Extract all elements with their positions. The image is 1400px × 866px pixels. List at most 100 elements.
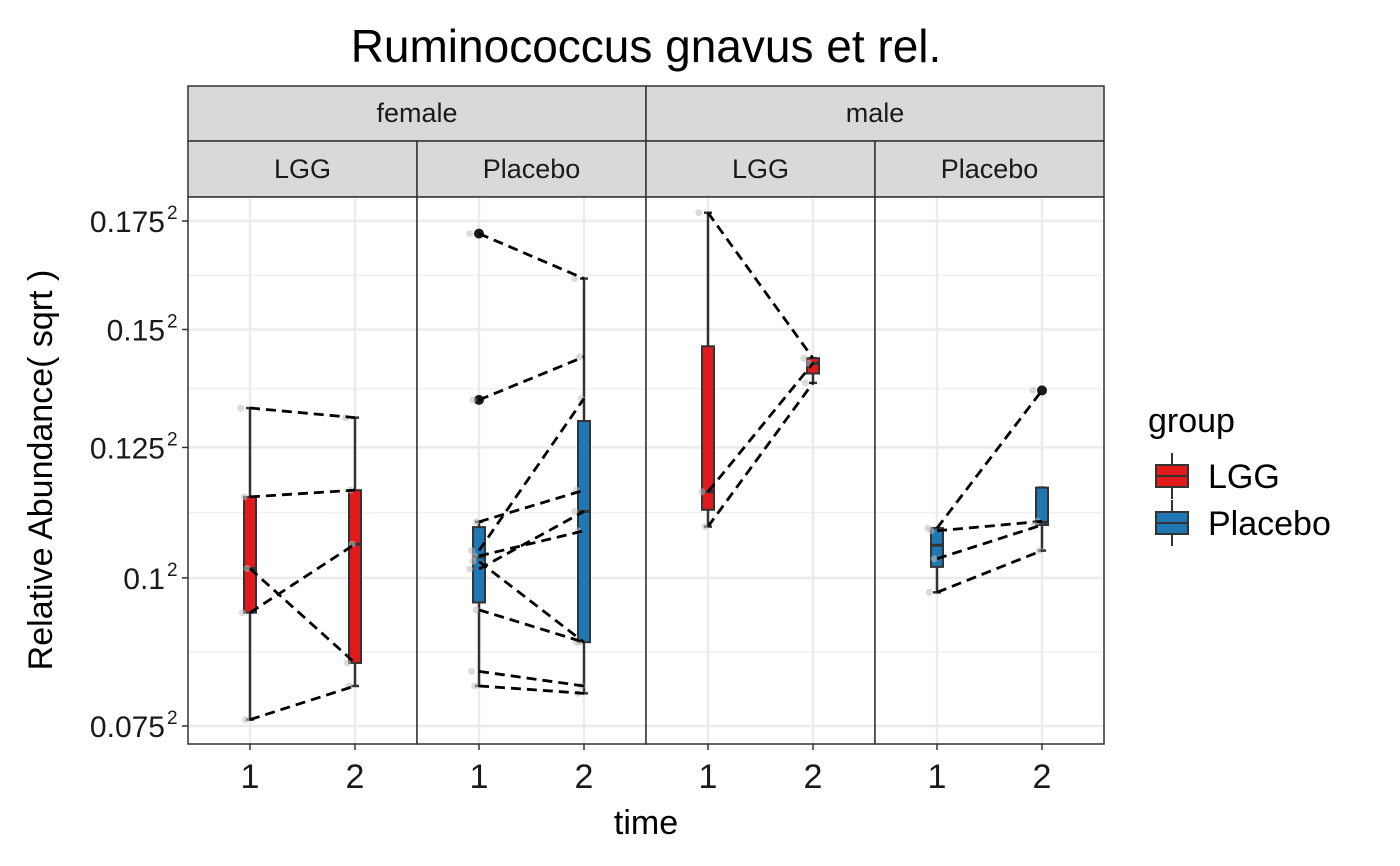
paired-line (706, 362, 815, 493)
paired-line (706, 211, 815, 360)
facet-strips-sub: LGG Placebo LGG Placebo (187, 140, 1105, 198)
paired-line (249, 684, 356, 721)
y-tick-exponent: 2 (167, 429, 178, 450)
jitter-point (469, 557, 477, 565)
chart-title: Ruminococcus gnavus et rel. (351, 20, 942, 72)
x-tick-label: 2 (575, 758, 594, 796)
jitter-point (471, 682, 479, 690)
jitter-point (571, 275, 579, 283)
legend-label: Placebo (1208, 505, 1331, 543)
box-iqr (348, 489, 362, 664)
jitter-point (927, 527, 935, 535)
paired-line (936, 523, 1043, 561)
box-iqr (701, 345, 715, 511)
facet-strip-male-placebo (874, 140, 1105, 198)
paired-line (478, 232, 585, 280)
x-tick-label: 2 (1033, 758, 1052, 796)
paired-line (478, 560, 585, 644)
jitter-point (343, 659, 351, 667)
facet-label-lgg: LGG (732, 154, 789, 184)
panel-male-placebo (874, 196, 1105, 745)
y-axis-title: Relative Abundance( sqrt ) (22, 270, 60, 671)
paired-line (478, 529, 585, 558)
jitter-point (701, 523, 709, 531)
facet-strip-male (645, 85, 1105, 142)
paired-line (249, 567, 356, 664)
paired-line (478, 684, 585, 695)
y-tick-exponent: 2 (167, 203, 178, 224)
jitter-point (237, 404, 245, 412)
facet-label-placebo: Placebo (483, 154, 581, 184)
paired-line (478, 355, 585, 402)
paired-line (478, 608, 585, 644)
jitter-point (930, 555, 938, 563)
x-tick-label: 1 (699, 758, 718, 796)
box-iqr (1035, 486, 1049, 526)
paired-line (936, 549, 1043, 594)
panel-female-lgg (187, 196, 418, 745)
box-iqr (243, 495, 257, 614)
y-tick-exponent: 2 (167, 311, 178, 332)
jitter-point (466, 230, 474, 238)
paired-line (249, 488, 356, 499)
paired-line (249, 406, 356, 420)
facet-strip-female (187, 85, 647, 142)
x-tick-label: 1 (241, 758, 260, 796)
jitter-point (472, 606, 480, 614)
facet-strips-top: female male (187, 85, 1105, 142)
jitter-point (467, 667, 475, 675)
jitter-point (800, 354, 808, 362)
jitter-point (240, 493, 248, 501)
panel-background (417, 197, 646, 744)
facet-label-female: female (376, 98, 457, 128)
jitter-point (242, 716, 250, 724)
jitter-point (472, 518, 480, 526)
paired-line (478, 669, 585, 688)
jitter-point (576, 353, 584, 361)
jitter-point (471, 552, 479, 560)
x-tick-label: 1 (928, 758, 947, 796)
y-axis: 0.075 20.1 20.125 20.15 20.175 2 (90, 203, 188, 744)
facet-label-male: male (846, 98, 905, 128)
facet-label-lgg: LGG (274, 154, 331, 184)
paired-line (936, 519, 1043, 533)
jitter-point (925, 588, 933, 596)
y-tick-label: 0.075 (90, 711, 165, 744)
y-tick-exponent: 2 (167, 560, 178, 581)
jitter-point (801, 379, 809, 387)
y-tick-label: 0.175 (90, 206, 165, 239)
jitter-point (571, 507, 579, 515)
legend-item-lgg: LGG (1155, 453, 1280, 499)
jitter-point (466, 565, 474, 573)
y-tick-label: 0.1 (123, 563, 165, 596)
legend-title: group (1148, 402, 1235, 440)
panel-male-lgg (645, 196, 876, 745)
paired-line (249, 542, 356, 614)
legend-item-placebo: Placebo (1155, 500, 1331, 546)
facet-strip-female-lgg (187, 140, 418, 198)
paired-line (706, 382, 815, 528)
jitter-point (469, 396, 477, 404)
x-axis-title: time (614, 804, 678, 842)
y-tick-label: 0.125 (90, 432, 165, 465)
x-tick-label: 2 (804, 758, 823, 796)
jitter-point (698, 488, 706, 496)
paired-line (935, 389, 1044, 530)
x-tick-label: 1 (470, 758, 489, 796)
x-axis: 1 2 1 2 1 2 1 2 (241, 744, 1052, 796)
jitter-point (1035, 547, 1043, 555)
panel-background (188, 197, 417, 744)
legend: group LGG Placebo (1148, 402, 1331, 546)
panel-background (875, 197, 1104, 744)
box-lgg-time-2 (348, 416, 362, 688)
paired-line (478, 488, 585, 524)
facet-panels (187, 196, 1105, 745)
jitter-point (695, 209, 703, 217)
jitter-point (1029, 386, 1037, 394)
jitter-point (238, 609, 246, 617)
paired-line (478, 510, 585, 571)
jitter-point (243, 565, 251, 573)
y-tick-label: 0.15 (107, 314, 165, 347)
panel-background (646, 197, 875, 744)
